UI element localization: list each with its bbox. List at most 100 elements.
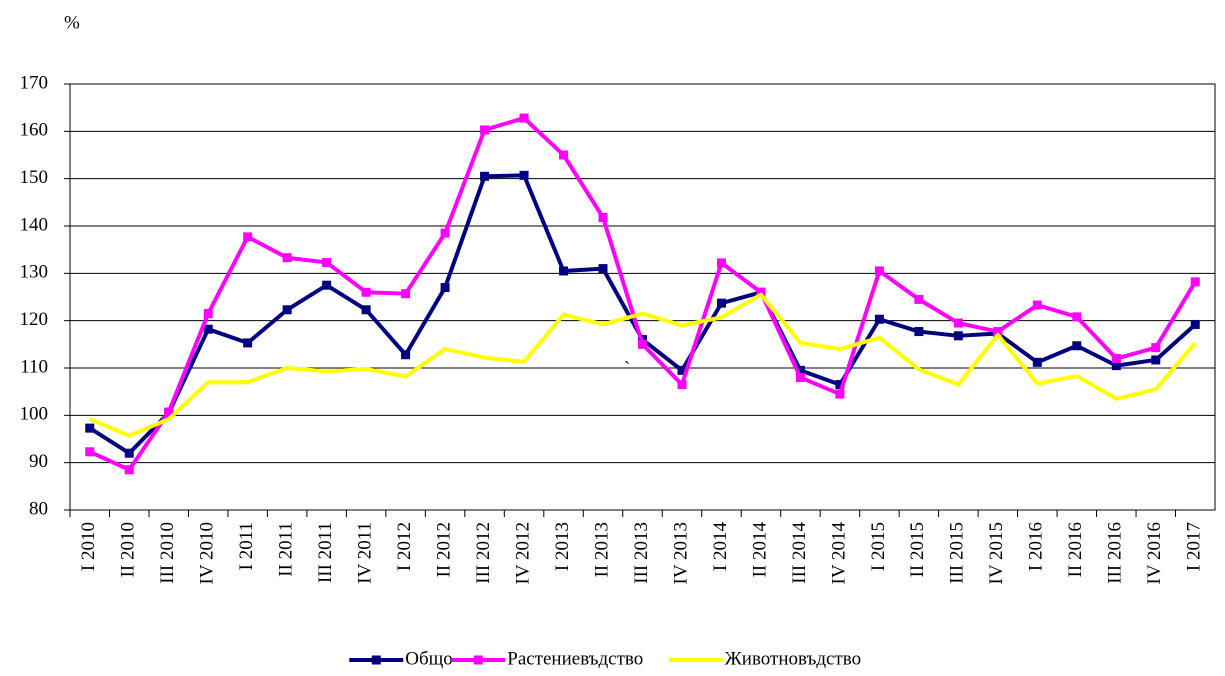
y-tick-label: 80: [29, 498, 48, 519]
x-tick-label: II 2015: [907, 522, 928, 577]
x-tick-label: II 2016: [1065, 522, 1086, 577]
data-point: [914, 327, 924, 337]
legend-marker: [371, 655, 381, 665]
x-tick-label: I 2010: [78, 522, 99, 571]
x-tick-label: I 2013: [552, 522, 573, 571]
series: [85, 113, 1200, 475]
y-axis-label: %: [64, 12, 80, 33]
data-point: [874, 314, 884, 324]
data-point: [282, 253, 292, 263]
data-point: [1190, 277, 1200, 287]
data-point: [361, 287, 371, 297]
data-point: [953, 331, 963, 341]
data-point: [795, 365, 805, 375]
y-tick-label: 100: [20, 404, 49, 425]
legend-marker: [473, 655, 483, 665]
data-point: [322, 257, 332, 267]
plot-area: [69, 83, 1216, 511]
data-point: [440, 228, 450, 238]
x-tick-label: III 2012: [473, 522, 494, 584]
legend-label: Общо: [405, 648, 453, 669]
x-tick-label: I 2017: [1184, 522, 1205, 571]
data-point: [124, 465, 134, 475]
x-tick-label: IV 2011: [354, 522, 375, 584]
data-point: [85, 447, 95, 457]
x-tick-label: III 2015: [947, 522, 968, 584]
data-point: [1032, 357, 1042, 367]
x-tick-label: IV 2016: [1144, 522, 1165, 584]
data-point: [480, 125, 490, 135]
data-point: [716, 258, 726, 268]
x-tick-label: II 2013: [591, 522, 612, 577]
data-point: [598, 264, 608, 274]
data-point: [559, 266, 569, 276]
x-tick-label: IV 2010: [197, 522, 218, 584]
y-tick-label: 130: [20, 262, 49, 283]
data-point: [1111, 361, 1121, 371]
y-tick-label: 140: [20, 214, 49, 235]
x-tick-label: I 2016: [1026, 522, 1047, 571]
data-point: [677, 365, 687, 375]
data-point: [835, 380, 845, 390]
legend-label: Растениевъдство: [507, 648, 643, 669]
x-tick-label: III 2013: [631, 522, 652, 584]
x-tick-label: II 2011: [276, 522, 297, 577]
y-tick-label: 160: [20, 120, 49, 141]
data-point: [361, 305, 371, 315]
x-tick-label: III 2016: [1105, 522, 1126, 584]
data-point: [1151, 343, 1161, 353]
series: [88, 292, 1197, 438]
data-point: [795, 372, 805, 382]
x-tick-label: I 2015: [868, 522, 889, 571]
data-point: [124, 448, 134, 458]
data-point: [1190, 319, 1200, 329]
data-point: [1072, 312, 1082, 322]
data-point: [914, 294, 924, 304]
data-point: [282, 305, 292, 315]
x-tick-label: IV 2012: [512, 522, 533, 584]
data-point: [835, 389, 845, 399]
data-point: [203, 324, 213, 334]
data-point: [85, 423, 95, 433]
data-point: [164, 407, 174, 417]
x-tick-label: III 2014: [789, 522, 810, 584]
data-point: [519, 170, 529, 180]
x-tick-label: I 2014: [710, 522, 731, 572]
data-point: [598, 212, 608, 222]
x-tick-label: II 2014: [749, 522, 770, 578]
data-point: [953, 318, 963, 328]
data-point: [638, 339, 647, 349]
x-tick-label: III 2011: [315, 522, 336, 583]
y-tick-label: 90: [29, 451, 48, 472]
data-point: [559, 150, 569, 160]
data-point: [243, 338, 253, 348]
data-point: [203, 309, 213, 319]
x-tick-label: I 2012: [394, 522, 415, 571]
data-point: [401, 289, 411, 299]
annotation: `: [624, 358, 630, 379]
series-line: [88, 116, 1197, 472]
y-tick-label: 170: [20, 72, 49, 93]
data-point: [677, 380, 687, 390]
data-point: [519, 113, 529, 123]
data-point: [440, 283, 450, 293]
x-tick-label: I 2011: [236, 522, 257, 570]
legend-label: Животновъдство: [725, 648, 861, 669]
data-point: [480, 171, 490, 181]
x-tick-label: IV 2013: [670, 522, 691, 584]
y-tick-label: 110: [20, 356, 48, 377]
data-point: [322, 280, 332, 290]
data-point: [243, 232, 253, 242]
x-tick-label: II 2012: [433, 522, 454, 577]
data-point: [1072, 341, 1082, 351]
data-point: [401, 350, 411, 360]
data-point: [1111, 354, 1121, 364]
data-point: [756, 287, 766, 297]
x-tick-label: IV 2014: [828, 522, 849, 585]
data-point: [716, 298, 726, 308]
series-line: [88, 292, 1197, 438]
x-tick-label: III 2010: [157, 522, 178, 584]
x-tick-label: IV 2015: [986, 522, 1007, 584]
data-point: [993, 327, 1003, 337]
data-point: [1151, 355, 1161, 365]
